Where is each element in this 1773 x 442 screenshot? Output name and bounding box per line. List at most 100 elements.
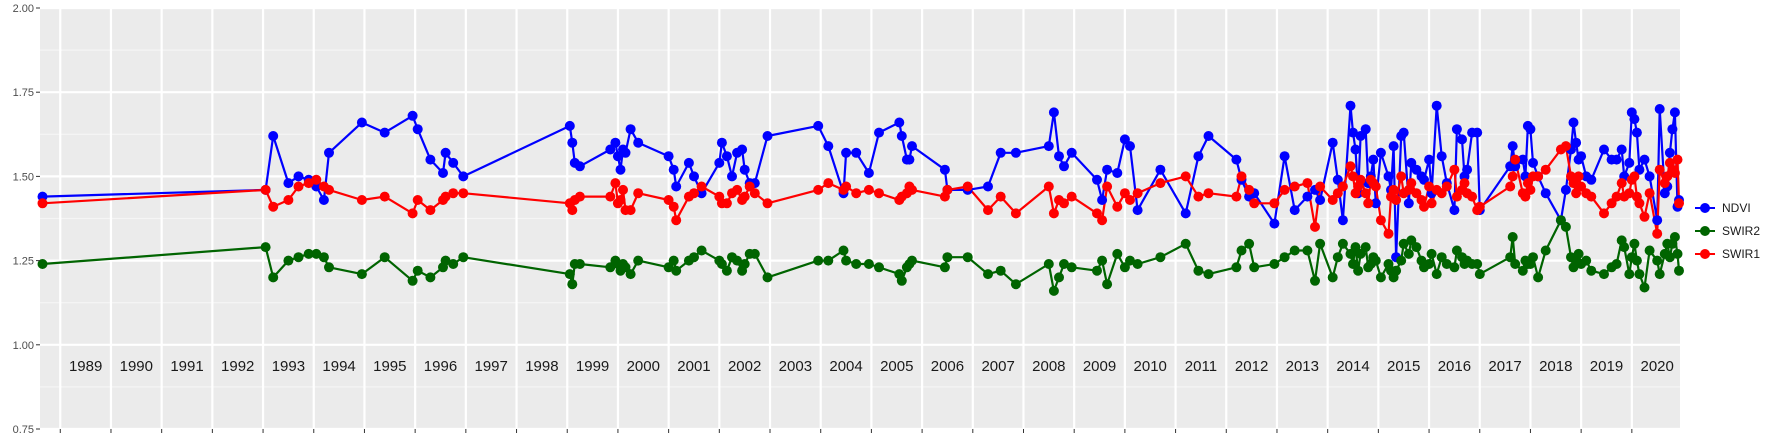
data-point-ndvi	[1424, 154, 1435, 165]
data-point-swir1	[1310, 221, 1320, 232]
data-point-swir2	[1332, 252, 1343, 263]
data-point-ndvi	[1231, 154, 1242, 165]
data-point-ndvi	[1360, 124, 1371, 135]
data-point-swir2	[1353, 265, 1364, 276]
data-point-swir1	[1363, 198, 1374, 209]
data-point-swir2	[1360, 242, 1371, 253]
data-point-swir2	[293, 252, 304, 263]
data-point-ndvi	[1348, 127, 1358, 138]
data-point-swir1	[1315, 181, 1326, 192]
data-point-swir1	[1441, 181, 1452, 192]
data-point-ndvi	[324, 147, 334, 158]
legend-item-swir1: SWIR1	[1695, 247, 1760, 261]
year-label: 2005	[880, 358, 913, 375]
data-point-swir2	[1629, 238, 1640, 249]
year-label: 1991	[170, 358, 203, 375]
data-point-swir2	[841, 255, 852, 266]
data-point-swir1	[283, 195, 294, 205]
data-point-ndvi	[1517, 154, 1528, 165]
data-point-swir1	[1345, 161, 1356, 172]
data-point-ndvi	[841, 147, 852, 158]
data-point-swir1	[1672, 154, 1683, 165]
data-point-swir1	[633, 188, 644, 199]
data-point-swir2	[318, 252, 329, 263]
data-point-swir2	[1472, 259, 1483, 269]
data-point-ndvi	[896, 131, 907, 141]
data-point-ndvi	[1043, 141, 1054, 152]
data-point-swir1	[574, 191, 585, 202]
data-point-swir1	[1010, 208, 1021, 219]
data-point-ndvi	[1010, 147, 1021, 158]
data-point-swir1	[618, 184, 628, 195]
data-point-ndvi	[671, 181, 682, 192]
data-point-ndvi	[1155, 164, 1166, 175]
data-point-swir1	[696, 181, 707, 192]
data-point-swir2	[1396, 255, 1407, 266]
data-point-swir2	[739, 259, 750, 269]
data-point-swir1	[1639, 211, 1650, 222]
data-point-swir2	[1441, 259, 1452, 269]
data-point-ndvi	[1436, 151, 1447, 162]
data-point-swir2	[838, 245, 849, 256]
data-point-ndvi	[1576, 151, 1587, 162]
data-point-ndvi	[1629, 114, 1640, 125]
year-label: 1992	[221, 358, 254, 375]
data-point-ndvi	[714, 157, 725, 168]
data-point-swir1	[1289, 181, 1300, 192]
year-label: 1997	[475, 358, 508, 375]
data-point-swir1	[1125, 195, 1135, 205]
legend-label-swir2: SWIR2	[1722, 224, 1760, 238]
y-tick-label: 1.75	[13, 87, 34, 99]
legend-item-ndvi: NDVI	[1695, 201, 1751, 215]
data-point-swir2	[1474, 269, 1485, 280]
data-point-ndvi	[1388, 141, 1399, 152]
data-point-swir2	[625, 269, 636, 280]
data-point-swir2	[1426, 248, 1437, 259]
data-point-ndvi	[1355, 131, 1366, 141]
data-point-ndvi	[1560, 184, 1571, 195]
data-point-ndvi	[1370, 198, 1381, 209]
data-point-ndvi	[1092, 174, 1102, 185]
year-label: 2007	[981, 358, 1014, 375]
year-label: 2016	[1438, 358, 1471, 375]
data-point-swir1	[440, 191, 451, 202]
data-point-swir2	[620, 262, 631, 273]
data-point-swir1	[567, 205, 578, 216]
data-point-swir2	[1315, 238, 1326, 249]
data-point-swir1	[841, 181, 852, 192]
data-point-swir2	[749, 248, 760, 259]
data-point-ndvi	[1644, 171, 1655, 182]
data-point-swir2	[1236, 245, 1247, 256]
data-point-swir2	[939, 262, 950, 273]
legend-marker-swir1	[1700, 249, 1710, 259]
data-point-ndvi	[874, 127, 884, 138]
data-point-swir1	[1424, 181, 1435, 192]
data-point-swir2	[1231, 262, 1242, 273]
legend-marker-swir2	[1700, 226, 1710, 236]
data-point-ndvi	[721, 151, 732, 162]
data-point-swir1	[1066, 191, 1077, 202]
data-point-swir1	[412, 195, 423, 205]
year-label: 1990	[120, 358, 153, 375]
data-point-swir1	[268, 201, 279, 212]
data-point-swir1	[1507, 171, 1518, 182]
year-label: 2009	[1083, 358, 1116, 375]
data-point-swir1	[260, 184, 271, 195]
data-point-swir2	[260, 242, 271, 253]
data-point-ndvi	[863, 168, 874, 178]
data-point-ndvi	[823, 141, 834, 152]
data-point-swir1	[1459, 178, 1470, 189]
data-point-swir1	[1327, 195, 1338, 205]
data-point-swir2	[1507, 232, 1518, 242]
data-point-swir2	[962, 252, 973, 263]
data-point-ndvi	[1289, 205, 1300, 216]
data-point-swir2	[356, 269, 367, 280]
data-point-swir2	[448, 259, 459, 269]
year-label: 2020	[1640, 358, 1673, 375]
data-point-ndvi	[1327, 137, 1338, 148]
data-point-swir1	[1629, 171, 1640, 182]
data-point-ndvi	[1525, 124, 1536, 135]
year-label: 2001	[677, 358, 710, 375]
data-point-ndvi	[1654, 104, 1665, 114]
